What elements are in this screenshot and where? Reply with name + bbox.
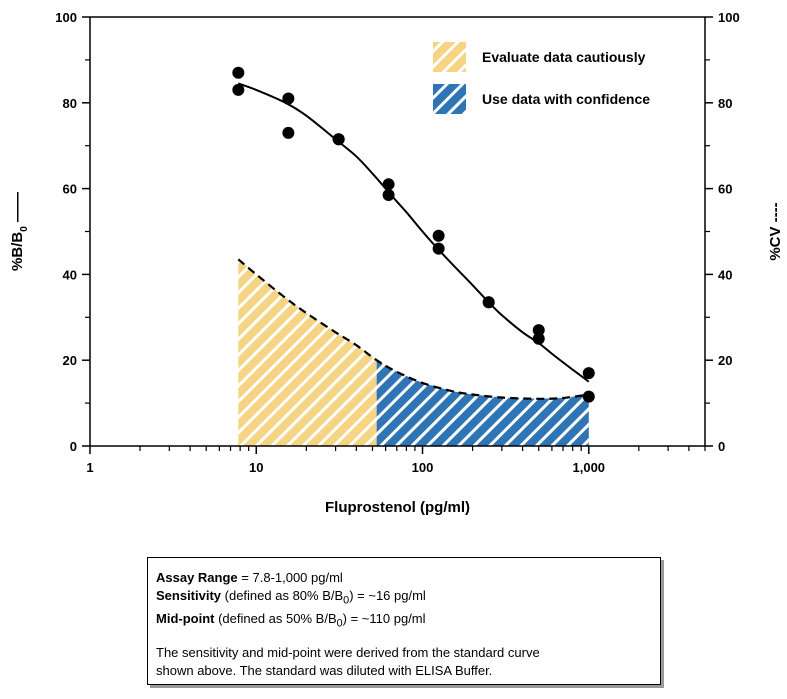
data-point [582, 367, 595, 380]
data-point [382, 178, 395, 191]
y-tick-label: 40 [63, 267, 77, 282]
shaded-region-confidence [376, 360, 589, 446]
legend: Evaluate data cautiously Use data with co… [433, 42, 650, 114]
y-axis-title-line-marker: —— [9, 192, 26, 226]
assay-range-line: Assay Range = 7.8-1,000 pg/ml [156, 569, 652, 587]
x-tick-label: 100 [412, 460, 434, 475]
y-tick-label: 100 [55, 10, 77, 25]
sensitivity-value: ) = ~16 pg/ml [349, 588, 426, 603]
legend-swatch-confidence [433, 84, 466, 114]
y-tick-label: 60 [63, 182, 77, 197]
y2-tick-label: 80 [718, 96, 732, 111]
data-point [332, 133, 345, 146]
derivation-note-line-2: shown above. The standard was diluted wi… [156, 663, 493, 679]
legend-swatch-caution [433, 42, 466, 72]
data-point [232, 83, 245, 96]
data-point [282, 126, 295, 139]
x-tick-label: 1 [86, 460, 93, 475]
midpoint-value: ) = ~110 pg/ml [342, 610, 426, 626]
assay-info-box: Assay Range = 7.8-1,000 pg/ml Sensitivit… [147, 557, 661, 685]
data-point [432, 242, 445, 255]
x-axis-title: Fluprostenol (pg/ml) [325, 499, 470, 516]
derivation-note-line-1: The sensitivity and mid-point were deriv… [156, 645, 540, 661]
y-tick-label: 0 [70, 439, 77, 454]
y2-tick-label: 60 [718, 182, 732, 197]
legend-label-caution: Evaluate data cautiously [482, 49, 646, 65]
midpoint-definition: (defined as 50% B/B [214, 610, 337, 626]
data-point [282, 92, 295, 105]
y-axis-title: %B/B0 —— [9, 192, 30, 271]
cv-curve [237, 258, 589, 400]
midpoint-label: Mid-point [156, 610, 215, 626]
midpoint-line: Mid-point (defined as 50% B/B0) = ~110 p… [156, 610, 652, 633]
y2-tick-label: 100 [718, 10, 740, 25]
y2-tick-label: 40 [718, 267, 732, 282]
data-point [382, 189, 395, 202]
assay-range-value: = 7.8-1,000 pg/ml [237, 570, 343, 585]
y-tick-label: 80 [63, 96, 77, 111]
assay-range-label: Assay Range [156, 570, 238, 585]
sensitivity-line: Sensitivity (defined as 80% B/B0) = ~16 … [156, 587, 652, 610]
data-point [582, 390, 595, 403]
y-axis-title-main: %B/B [9, 232, 26, 271]
y-tick-label: 20 [63, 353, 77, 368]
data-point [532, 324, 545, 337]
sensitivity-label: Sensitivity [156, 588, 222, 603]
x-tick-label: 1,000 [573, 460, 606, 475]
fit-curve [237, 82, 590, 383]
x-tick-label: 10 [249, 460, 263, 475]
data-point [432, 229, 445, 242]
y2-tick-label: 20 [718, 353, 732, 368]
series-layer [232, 66, 595, 403]
axes: 0 0 20 20 40 40 60 60 80 80 100 100 1 10 100 1,000 Flupr… [9, 10, 784, 516]
y2-tick-label: 0 [718, 439, 725, 454]
data-point [532, 332, 545, 345]
shaded-region-caution [238, 259, 377, 446]
legend-label-confidence: Use data with confidence [482, 91, 650, 107]
chart: 0 0 20 20 40 40 60 60 80 80 100 100 1 10 100 1,000 Flupr… [9, 10, 784, 516]
data-point [232, 66, 245, 79]
data-point [482, 296, 495, 309]
y-axis-title-subscript: 0 [19, 226, 30, 232]
sensitivity-definition: (defined as 80% B/B [221, 588, 344, 603]
midpoint-subscript: 0 [336, 617, 343, 630]
y2-axis-title: %CV ---- [767, 202, 784, 260]
sensitivity-subscript: 0 [343, 594, 350, 607]
shaded-regions [238, 259, 589, 446]
